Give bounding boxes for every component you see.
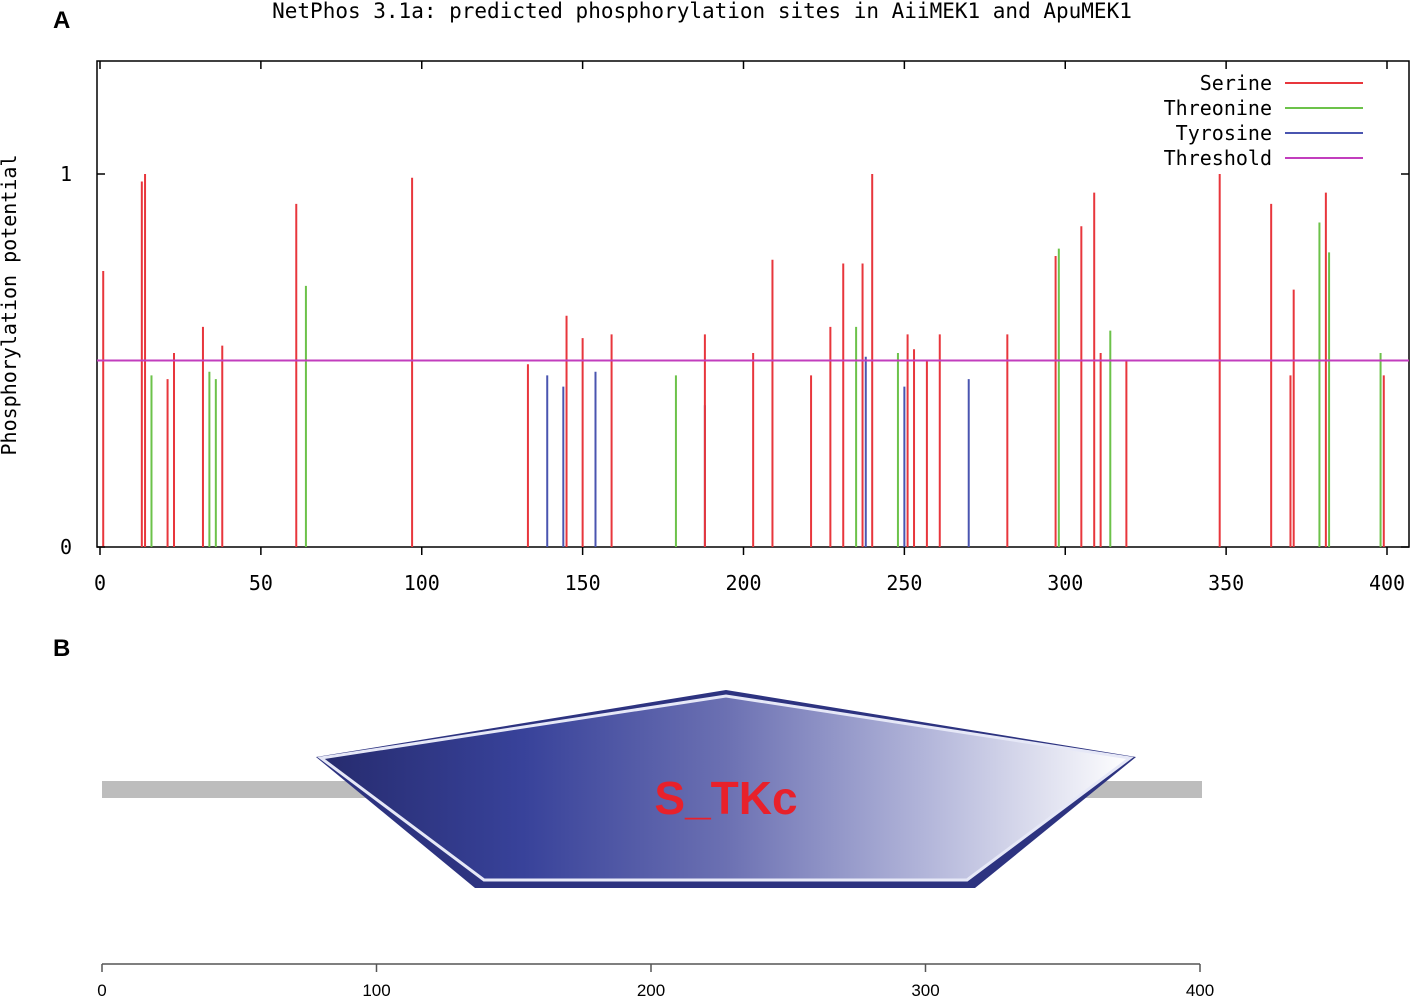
x-tick-label: 200: [725, 571, 761, 595]
x-axis-ticks: 0 50 100 150 200 250 300 350 400: [94, 61, 1405, 595]
panel-a-label: A: [53, 7, 70, 34]
threonine-bars: [150, 222, 1382, 547]
y-axis-ticks: 01: [60, 162, 1409, 559]
domain-label: S_TKc: [654, 772, 797, 824]
x-tick-label: 250: [886, 571, 922, 595]
legend-label-tyrosine: Tyrosine: [1176, 121, 1272, 145]
kinase-domain: [317, 694, 1134, 882]
legend-label-serine: Serine: [1200, 71, 1272, 95]
y-axis-label: Phosphorylation potential: [0, 154, 21, 455]
y-tick-label: 0: [60, 535, 72, 559]
x-tick-label: 0: [94, 571, 106, 595]
x-tick-label: 50: [249, 571, 273, 595]
x-tick-label: 400: [1369, 571, 1405, 595]
x-tick-label: 300: [1047, 571, 1083, 595]
scale-tick-label: 400: [1186, 981, 1214, 1000]
scale-tick-label: 100: [362, 981, 390, 1000]
scale-tick-label: 300: [911, 981, 939, 1000]
panel-b-label: B: [53, 635, 70, 662]
scale-ticks: 0 100 200 300 400: [97, 964, 1214, 1000]
tyrosine-bars: [546, 356, 970, 547]
x-tick-label: 100: [404, 571, 440, 595]
x-tick-label: 150: [565, 571, 601, 595]
scale-tick-label: 0: [97, 981, 106, 1000]
scale-tick-label: 200: [637, 981, 665, 1000]
legend-label-threshold: Threshold: [1164, 146, 1272, 170]
chart-title: NetPhos 3.1a: predicted phosphorylation …: [272, 0, 1132, 23]
legend-label-threonine: Threonine: [1164, 96, 1272, 120]
x-tick-label: 350: [1208, 571, 1244, 595]
y-tick-label: 1: [60, 162, 72, 186]
